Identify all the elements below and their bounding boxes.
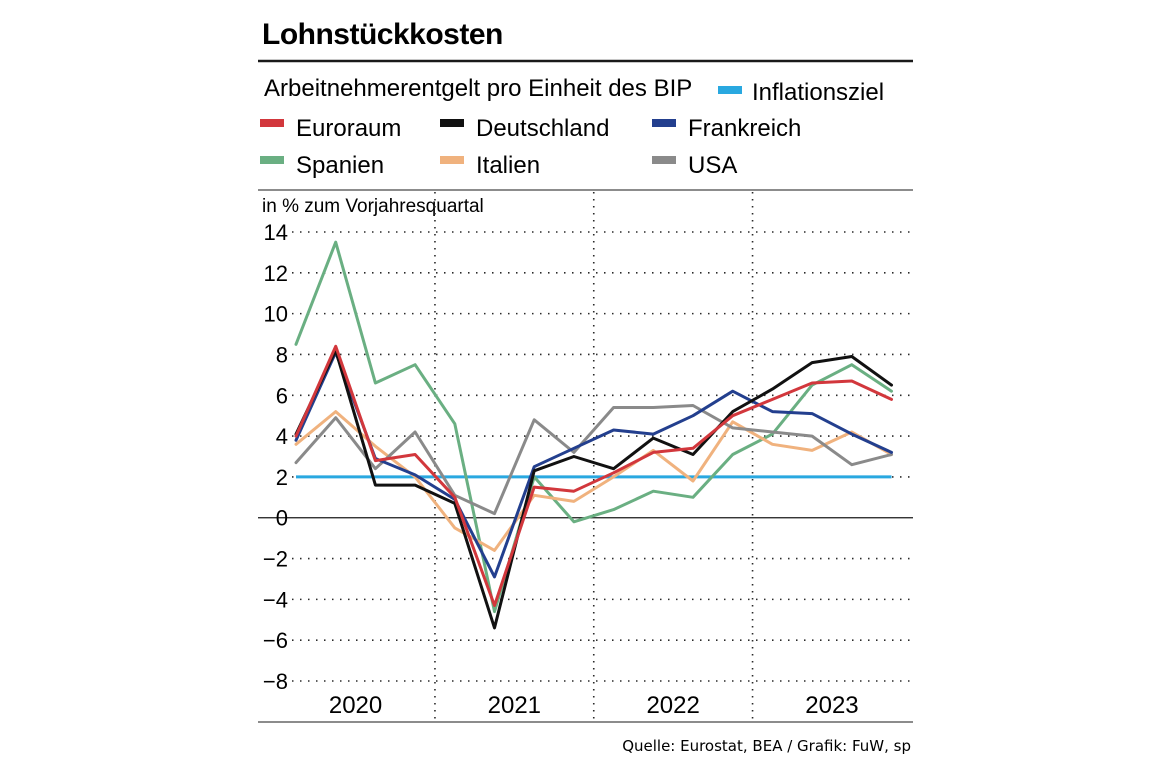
legend-swatch-frankreich: [652, 119, 676, 127]
y-tick-label: 6: [276, 383, 288, 408]
legend-swatch-spanien: [260, 156, 284, 164]
y-tick-label: −4: [263, 587, 288, 612]
series-line-deutschland: [294, 348, 893, 630]
legend-swatch-euroraum: [260, 119, 284, 127]
y-tick-label: 4: [276, 424, 288, 449]
series-line-spanien: [294, 240, 893, 614]
grid: [258, 192, 913, 720]
series-line-italien: [294, 410, 893, 552]
y-tick-label: 12: [264, 261, 288, 286]
series-lines: [294, 240, 893, 630]
y-tick-label: 10: [264, 302, 288, 327]
x-tick-label: 2023: [805, 692, 858, 719]
series-line-euroraum: [294, 344, 893, 607]
y-tick-label: 14: [264, 220, 288, 245]
legend-label-euroraum: Euroraum: [296, 115, 401, 142]
legend-swatch-usa: [652, 156, 676, 164]
legend-label-spanien: Spanien: [296, 152, 384, 179]
y-tick-label: −8: [263, 669, 288, 694]
y-tick-label: 8: [276, 342, 288, 367]
legend: Inflationsziel Euroraum Deutschland Frankr…: [260, 79, 884, 179]
x-axis: 2020 2021 2022 2023: [329, 692, 859, 719]
y-tick-label: −2: [263, 547, 288, 572]
series-line-usa: [294, 404, 893, 516]
chart-title: Lohnstückkosten: [262, 18, 503, 51]
legend-label-frankreich: Frankreich: [688, 115, 801, 142]
legend-label-italien: Italien: [476, 152, 540, 179]
x-tick-label: 2020: [329, 692, 382, 719]
legend-swatch-inflationsziel: [718, 86, 742, 94]
legend-swatch-deutschland: [440, 119, 464, 127]
series-line-frankreich: [294, 350, 893, 579]
legend-label-deutschland: Deutschland: [476, 115, 609, 142]
y-tick-label: 0: [276, 506, 288, 531]
chart-subtitle: Arbeitnehmerentgelt pro Einheit des BIP: [264, 75, 692, 102]
legend-swatch-italien: [440, 156, 464, 164]
legend-label-inflationsziel: Inflationsziel: [752, 79, 884, 106]
source-note: Quelle: Eurostat, BEA / Grafik: FuW, sp: [622, 737, 911, 755]
x-tick-label: 2021: [488, 692, 541, 719]
legend-label-usa: USA: [688, 152, 737, 179]
y-axis-label: in % zum Vorjahresquartal: [262, 196, 484, 217]
y-axis: 14 12 10 8 6 4 2 0 −2 −4 −6 −8: [263, 220, 288, 694]
x-tick-label: 2022: [646, 692, 699, 719]
y-tick-label: −6: [263, 628, 288, 653]
y-tick-label: 2: [276, 465, 288, 490]
